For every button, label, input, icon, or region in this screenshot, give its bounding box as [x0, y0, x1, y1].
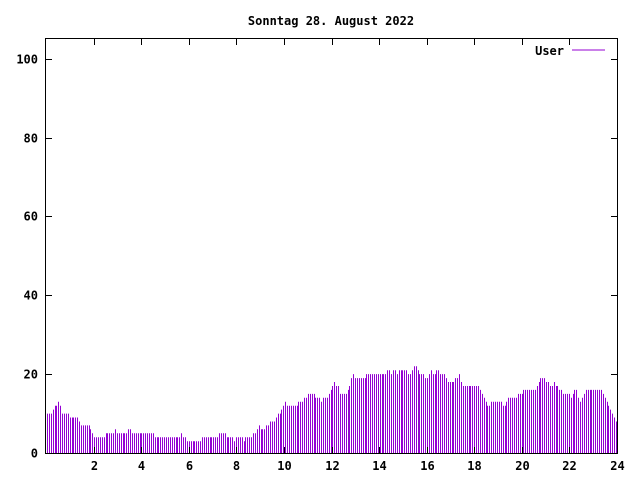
- x-tick-label: 10: [277, 459, 291, 473]
- x-tick-label: 18: [467, 459, 481, 473]
- x-tick-label: 14: [372, 459, 386, 473]
- x-tick-label: 4: [138, 459, 145, 473]
- axis-ticks: [46, 39, 618, 454]
- x-axis-tick-labels: 2 4 6 8 10 12 14 16 18 20 22 24: [91, 459, 625, 473]
- chart-title: Sonntag 28. August 2022: [248, 14, 414, 28]
- y-tick-label: 0: [31, 447, 38, 461]
- legend-label-user: User: [535, 44, 564, 58]
- x-tick-label: 2: [91, 459, 98, 473]
- x-tick-label: 8: [233, 459, 240, 473]
- y-tick-label: 100: [16, 53, 38, 67]
- x-tick-label: 20: [515, 459, 529, 473]
- plot-frame: [45, 38, 618, 454]
- y-tick-label: 40: [24, 289, 38, 303]
- x-tick-label: 24: [610, 459, 624, 473]
- y-axis-tick-labels: 0 20 40 60 80 100: [16, 53, 38, 461]
- x-tick-label: 22: [562, 459, 576, 473]
- series-user-bars: [47, 366, 617, 453]
- y-tick-label: 80: [24, 132, 38, 146]
- x-tick-label: 16: [420, 459, 434, 473]
- y-tick-label: 60: [24, 210, 38, 224]
- x-tick-label: 6: [186, 459, 193, 473]
- y-tick-label: 20: [24, 368, 38, 382]
- legend: User: [535, 44, 605, 58]
- x-tick-label: 12: [325, 459, 339, 473]
